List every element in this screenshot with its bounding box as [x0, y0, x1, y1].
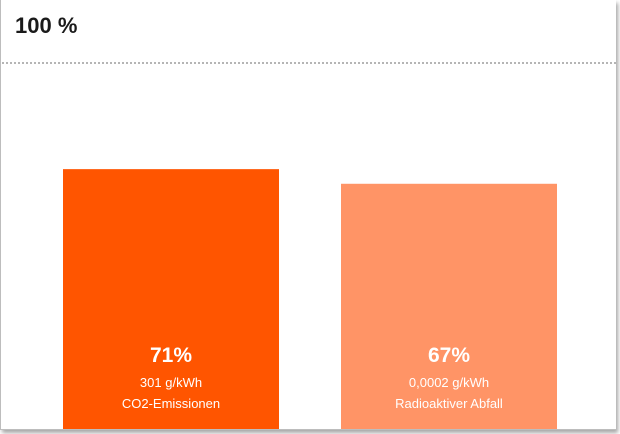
bar-sub-label-1: 301 g/kWh	[140, 375, 202, 390]
bar-sub-label-2: 0,0002 g/kWh	[409, 375, 489, 390]
bar-1	[63, 169, 279, 429]
reference-label: 100 %	[15, 13, 78, 38]
bar-2	[341, 183, 557, 429]
reference-line-100	[2, 62, 616, 64]
bar-category-label-2: Radioaktiver Abfall	[395, 396, 503, 411]
bar-value-label-2: 67%	[428, 344, 470, 367]
bar-category-label-1: CO2-Emissionen	[122, 396, 220, 411]
bar-value-label-1: 71%	[150, 344, 192, 367]
